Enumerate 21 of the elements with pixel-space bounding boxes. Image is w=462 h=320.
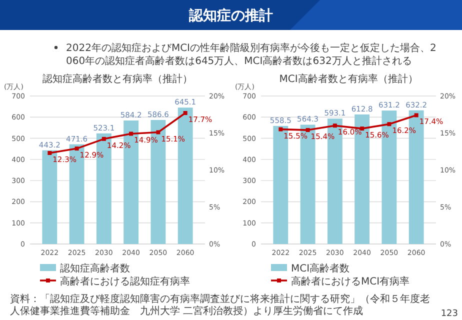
legend-label: 高齢者におけるMCI有病率 <box>291 276 410 288</box>
point <box>48 150 52 155</box>
point <box>306 128 310 132</box>
point <box>414 113 418 118</box>
point <box>332 124 337 128</box>
text: 2022年の認知症およびMCIの性年齢階級別有病率が今後も一定と仮定した場合、2060年の認知症者高齢者数は645万人、MCI高齢者数は632万人と推計される <box>66 42 436 67</box>
point <box>129 132 134 136</box>
legend-label: 認知症高齢者数 <box>60 262 130 274</box>
text: 認知症の推計 <box>188 7 273 24</box>
legend-label: MCI高齢者数 <box>291 262 350 274</box>
legend-label: 高齢者における認知症有病率 <box>60 276 190 288</box>
point <box>156 130 160 134</box>
point <box>102 136 106 141</box>
text: 資料：「認知症及び軽度認知障害の有病率調査並びに将来推計に関する研究」（令和５年度老人保健事業推進費等補助金 九州大学 二宮利治教授）より厚生労働省にて作成 <box>10 293 430 317</box>
chart-title: 認知症高齢者数と有病率（推計） <box>42 73 192 85</box>
point <box>278 127 283 132</box>
chart-title: MCI高齢者数と有病率（推計） <box>279 73 418 85</box>
text: 123 <box>440 309 458 319</box>
point <box>387 122 392 126</box>
point <box>74 146 79 151</box>
point <box>183 111 188 116</box>
